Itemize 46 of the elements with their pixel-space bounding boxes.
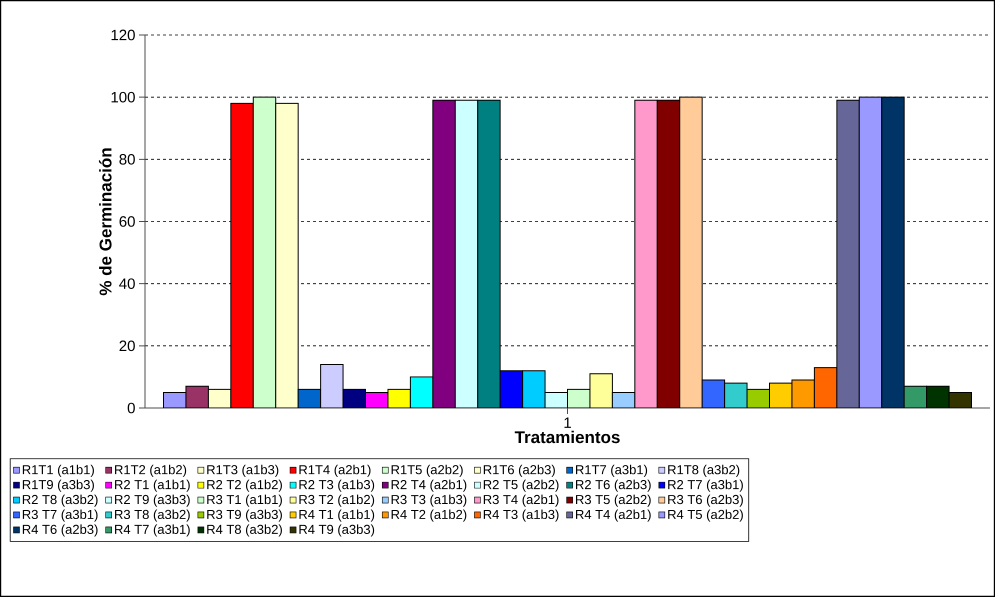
y-tick-label: 40: [119, 278, 135, 289]
legend-label: R2 T1 (a1b1): [115, 480, 190, 492]
legend-label: R2 T8 (a3b2): [22, 494, 98, 507]
legend-label: R3 T8 (a3b2): [115, 510, 190, 522]
legend-label: R4 T9 (a3b3): [299, 524, 374, 537]
legend-label: R3 T3 (a1b3): [392, 494, 466, 507]
legend-label: R1T8 (a3b2): [668, 464, 740, 477]
y-tick-label: 80: [119, 154, 135, 165]
legend-label: R2 T3 (a1b3): [299, 480, 374, 492]
legend-label: R1T6 (a2b3): [484, 464, 555, 477]
legend-label: R2 T4 (a2b1): [392, 480, 466, 492]
y-tick-label: 60: [120, 216, 135, 227]
legend-label: R1T9 (a3b3): [22, 480, 94, 492]
legend-label: R1T2 (a1b2): [115, 464, 186, 477]
legend-label: R1T5 (a2b2): [392, 464, 463, 477]
legend-label: R2 T7 (a3b1): [668, 480, 743, 492]
legend-label: R2 T5 (a2b2): [484, 480, 559, 492]
x-tick-label: 1: [564, 418, 571, 428]
legend-label: R3 T5 (a2b2): [576, 494, 651, 507]
y-tick-label: 20: [120, 340, 135, 352]
legend-label: R4 T6 (a2b3): [22, 524, 98, 537]
x-axis-title: Tratamientos: [514, 430, 620, 444]
y-tick-label: 100: [112, 92, 135, 102]
legend-label: R3 T2 (a1b2): [299, 494, 374, 507]
y-tick-label: 120: [112, 30, 135, 40]
legend-label: R3 T6 (a2b3): [668, 494, 743, 507]
legend-label: R2 T9 (a3b3): [115, 494, 190, 507]
legend-label: R1T3 (a1b3): [207, 464, 278, 477]
legend-label: R4 T5 (a2b2): [668, 510, 743, 522]
legend-label: R2 T6 (a2b3): [576, 480, 651, 492]
legend-label: R3 T7 (a3b1): [22, 510, 98, 522]
legend-label: R4 T4 (a2b1): [576, 510, 651, 522]
legend-label: R4 T1 (a1b1): [299, 510, 374, 522]
legend-label: R3 T9 (a3b3): [207, 510, 282, 522]
y-axis-title: % de Germinación: [98, 148, 112, 296]
legend-label: R3 T1 (a1b1): [207, 494, 282, 507]
legend-label: R1T4 (a2b1): [299, 464, 371, 477]
legend-label: R2 T2 (a1b2): [207, 480, 282, 492]
legend-label: R1T1 (a1b1): [22, 464, 94, 477]
legend-label: R4 T3 (a1b3): [484, 510, 559, 522]
legend-label: R4 T7 (a3b1): [115, 524, 190, 537]
legend-label: R3 T4 (a2b1): [484, 494, 559, 507]
legend-label: R1T7 (a3b1): [576, 464, 648, 477]
legend-label: R4 T8 (a3b2): [207, 524, 282, 537]
y-tick-label: 0: [128, 402, 135, 414]
legend-label: R4 T2 (a1b2): [392, 510, 466, 522]
